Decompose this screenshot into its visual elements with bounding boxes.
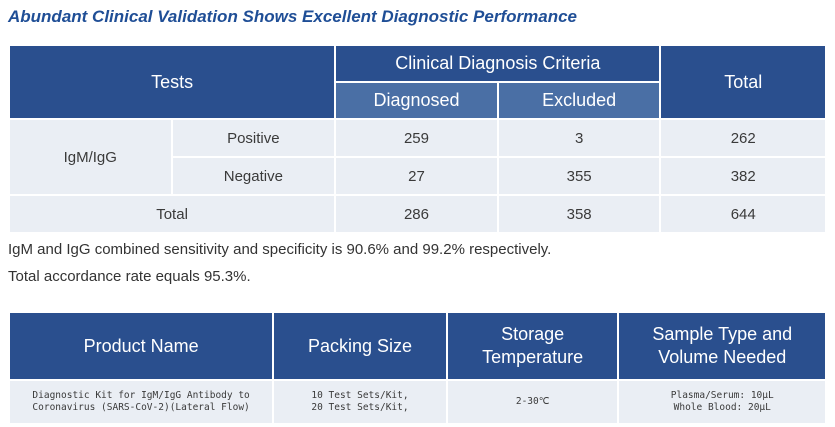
diagnosed-header: Diagnosed [334,81,499,120]
total-cell: 382 [659,156,827,196]
storage-cell: 2-30℃ [445,379,620,425]
sample-line: Plasma/Serum: 10μL [670,390,774,401]
sample-header: Sample Type and Volume Needed [617,311,827,381]
storage-header-line: Storage [501,324,565,344]
product-name-line: Diagnostic Kit for IgM/IgG Antibody to [32,390,250,401]
sensitivity-note: IgM and IgG combined sensitivity and spe… [8,241,552,258]
row-label: Positive [170,118,337,158]
diagnosed-cell: 27 [334,156,499,196]
table-row-total: Total 286 358 644 [7,194,827,234]
row-label: Negative [170,156,337,196]
diagnosed-cell: 259 [334,118,499,158]
product-table: Product Name Packing Size Storage Temper… [7,311,827,425]
total-cell: 262 [659,118,827,158]
product-name-cell: Diagnostic Kit for IgM/IgG Antibody to C… [7,379,275,425]
group-label: IgM/IgG [8,118,173,196]
packing-size-header: Packing Size [272,311,448,381]
product-name-header: Product Name [7,311,275,381]
excluded-cell: 358 [496,194,662,234]
packing-size-cell: 10 Test Sets/Kit, 20 Test Sets/Kit, [272,379,448,425]
table-row: Diagnostic Kit for IgM/IgG Antibody to C… [7,379,827,425]
storage-header-line: Temperature [482,347,584,367]
tests-header: Tests [7,44,337,120]
total-header: Total [659,44,827,120]
product-name-line: Coronavirus (SARS-CoV-2)(Lateral Flow) [32,402,250,413]
excluded-header: Excluded [496,81,662,120]
diagnosed-cell: 286 [334,194,499,234]
packing-size-line: 20 Test Sets/Kit, [311,402,409,413]
page-title: Abundant Clinical Validation Shows Excel… [8,7,577,26]
table-row: Negative 27 355 382 [9,156,827,196]
accordance-note: Total accordance rate equals 95.3%. [8,268,251,285]
excluded-cell: 355 [496,156,662,196]
table-row: IgM/IgG Positive 259 3 262 [8,118,827,196]
sample-line: Whole Blood: 20μL [673,402,771,413]
total-row-label: Total [7,194,337,234]
storage-header: Storage Temperature [445,311,620,381]
clinical-validation-table: Tests Clinical Diagnosis Criteria Total … [7,44,827,234]
sample-cell: Plasma/Serum: 10μL Whole Blood: 20μL [617,379,827,425]
excluded-cell: 3 [496,118,662,158]
packing-size-line: 10 Test Sets/Kit, [311,390,409,401]
total-cell: 644 [659,194,827,234]
criteria-header: Clinical Diagnosis Criteria [334,44,662,83]
sample-header-line: Sample Type and [652,324,793,344]
sample-header-line: Volume Needed [658,347,787,367]
